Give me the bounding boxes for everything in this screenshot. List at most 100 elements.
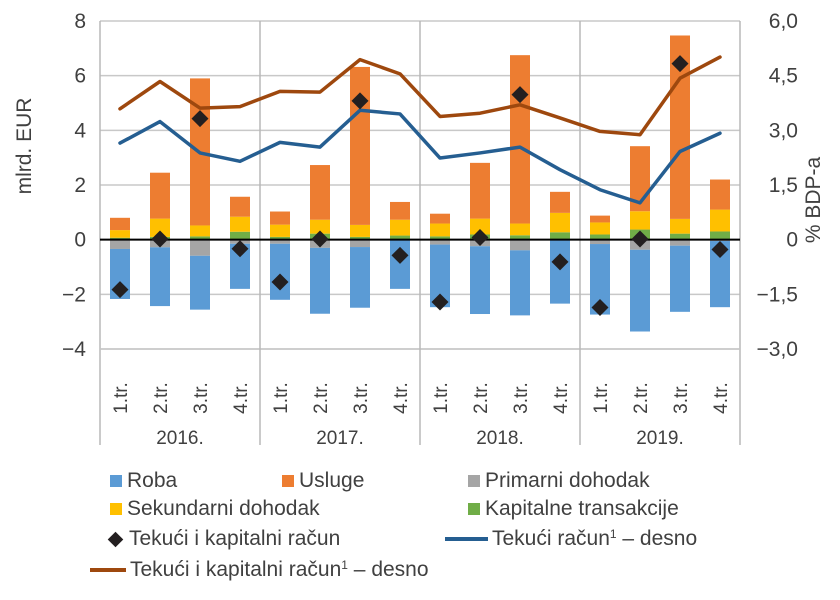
right-tick-label: −1,5 (757, 283, 798, 306)
line-tekuci-i-kapitalni-racun (118, 55, 722, 137)
x-tick-label: 1.tr. (111, 382, 132, 414)
right-tick-label: 1,5 (769, 174, 798, 197)
x-axis-labels: 1.tr. 2.tr. 3.tr. 4.tr. 1.tr. 2.tr. 3.tr. 4.tr.… (111, 382, 732, 449)
legend-item-tr-desno[interactable]: Tekući račun1 – desno (445, 527, 697, 551)
bar-segment-kapitalne-transakcije (430, 236, 450, 240)
x-tick-label: 4.tr. (711, 382, 732, 414)
bar-segment-kapitalne-transakcije (590, 234, 610, 240)
right-axis-title: % BDP-a (802, 157, 825, 244)
bar-segment-usluge (590, 215, 610, 223)
legend-item-tkr-desno[interactable]: Tekući i kapitalni račun1 – desno (90, 558, 429, 582)
bar-segment-usluge (430, 213, 450, 224)
bar-segment-usluge (150, 172, 170, 219)
legend-item-kapitalne[interactable]: Kapitalne transakcije (468, 497, 679, 521)
legend-swatch-usluge (282, 475, 294, 487)
bar-segment-sekundarni-dohodak (110, 230, 130, 238)
bar-segment-sekundarni-dohodak (630, 211, 650, 230)
bar-segment-roba (550, 240, 570, 304)
bar-segment-sekundarni-dohodak (390, 219, 410, 236)
legend-swatch-roba (110, 475, 122, 487)
diamond-marker (191, 110, 209, 128)
bar-segment-usluge (710, 179, 730, 210)
legend-label-sekundarni: Sekundarni dohodak (127, 497, 320, 520)
x-tick-label: 3.tr. (671, 382, 692, 414)
bar-segment-sekundarni-dohodak (310, 219, 330, 234)
legend-label-tkr-tail: – desno (347, 558, 429, 581)
bar-segment-sekundarni-dohodak (510, 223, 530, 236)
bar-segment-sekundarni-dohodak (470, 218, 490, 235)
bar-segment-usluge (110, 217, 130, 231)
legend-label-kapitalne: Kapitalne transakcije (485, 497, 679, 520)
bar-segment-sekundarni-dohodak (270, 224, 290, 237)
legend-label-primarni: Primarni dohodak (485, 469, 650, 492)
x-tick-label: 3.tr. (511, 382, 532, 414)
diamond-marker (111, 281, 129, 299)
legend-item-usluge[interactable]: Usluge (282, 469, 364, 493)
bar-segment-sekundarni-dohodak (430, 223, 450, 237)
bar-segment-roba (510, 250, 530, 316)
right-tick-label: 4,5 (769, 65, 798, 88)
right-tick-label: −3,0 (757, 338, 798, 361)
bar-segment-roba (630, 249, 650, 332)
legend-item-primarni[interactable]: Primarni dohodak (468, 469, 650, 493)
bar-segment-roba (150, 247, 170, 307)
diamond-marker (591, 298, 609, 316)
diamond-marker (231, 240, 249, 258)
diamond-marker (711, 241, 729, 259)
bar-segment-roba (310, 247, 330, 314)
bar-segment-primarni-dohodak (350, 239, 370, 248)
diamond-marker (471, 228, 489, 246)
x-tick-label: 3.tr. (191, 382, 212, 414)
bar-segment-usluge (550, 191, 570, 213)
diamond-marker-icon (107, 531, 124, 547)
legend-item-roba[interactable]: Roba (110, 469, 177, 493)
diamond-marker (271, 273, 289, 291)
legend-label-tr-desno: Tekući račun1 – desno (492, 527, 697, 551)
bar-segment-usluge (310, 165, 330, 220)
line-series (118, 55, 722, 205)
bar-segment-sekundarni-dohodak (150, 218, 170, 237)
bar-segment-kapitalne-transakcije (350, 236, 370, 240)
bar-segment-roba (590, 244, 610, 315)
bar-segment-kapitalne-transakcije (670, 233, 690, 240)
bar-segment-primarni-dohodak (270, 239, 290, 244)
line-tekuci-racun (118, 108, 722, 205)
bar-segment-primarni-dohodak (510, 239, 530, 251)
bar-segment-sekundarni-dohodak (670, 218, 690, 234)
bar-segment-primarni-dohodak (590, 239, 610, 245)
bar-segment-kapitalne-transakcije (390, 235, 410, 240)
bar-segment-kapitalne-transakcije (270, 236, 290, 240)
bar-segment-sekundarni-dohodak (550, 212, 570, 233)
x-tick-label: 2.tr. (471, 382, 492, 414)
bar-segment-kapitalne-transakcije (230, 231, 250, 240)
diamond-marker (311, 230, 329, 248)
year-label: 2017. (316, 428, 364, 449)
diamond-marker (671, 55, 689, 73)
diamond-marker (511, 86, 529, 104)
bar-segment-sekundarni-dohodak (710, 209, 730, 232)
legend-item-sekundarni[interactable]: Sekundarni dohodak (110, 497, 320, 521)
bar-segment-usluge (350, 66, 370, 225)
diamond-marker (431, 293, 449, 311)
left-axis-title: mlrd. EUR (13, 98, 36, 195)
left-tick-label: 6 (74, 65, 86, 88)
bar-segment-roba (670, 245, 690, 312)
legend-label-tkr: Tekući i kapitalni račun (129, 527, 341, 550)
bar-segment-roba (710, 241, 730, 308)
bar-segment-roba (230, 243, 250, 289)
left-tick-label: 0 (74, 229, 86, 252)
legend-swatch-primarni (468, 475, 480, 487)
left-axis-ticks: 8 6 4 2 0 −2 −4 (62, 10, 86, 361)
legend-label-roba: Roba (127, 469, 178, 492)
bar-segment-usluge (670, 35, 690, 219)
x-tick-label: 2.tr. (631, 382, 652, 414)
diamond-marker (351, 92, 369, 110)
legend-item-tkr[interactable]: Tekući i kapitalni račun (107, 527, 340, 551)
left-tick-label: −4 (62, 338, 86, 361)
bar-segment-sekundarni-dohodak (190, 225, 210, 237)
footnote-marker: 1 (341, 558, 348, 572)
left-tick-label: 4 (74, 119, 86, 142)
bar-segment-roba (350, 247, 370, 308)
